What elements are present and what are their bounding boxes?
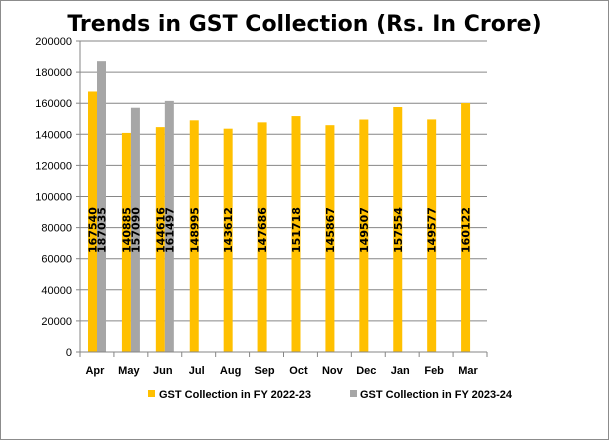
bar-fy2022-23 (359, 119, 369, 352)
x-category-label: Oct (289, 365, 308, 377)
y-tick-label: 40000 (41, 285, 72, 297)
bar-fy2022-23 (121, 132, 131, 352)
gridlines (80, 40, 487, 322)
legend: GST Collection in FY 2022-23 GST Collect… (148, 389, 513, 401)
y-tick-label: 100000 (35, 192, 72, 204)
x-category-label: Jun (153, 365, 173, 377)
data-label: 157554 (392, 207, 405, 253)
bar-fy2022-23 (257, 122, 267, 352)
x-category-label: Nov (322, 365, 344, 377)
bar-fy2022-23 (291, 116, 301, 352)
x-category-label: Feb (424, 365, 444, 377)
bar-fy2022-23 (393, 107, 403, 352)
y-tick-label: 200000 (35, 36, 72, 48)
data-label: 145867 (324, 207, 337, 253)
y-tick-label: 60000 (41, 254, 72, 266)
y-tick-label: 20000 (41, 316, 72, 328)
bar-fy2023-24 (130, 107, 140, 352)
x-axis-categories: Apr May Jun Jul Aug Sep Oct Nov Dec Jan Feb Mar (79, 352, 488, 377)
bars (88, 61, 471, 353)
x-category-label: Jan (391, 365, 410, 377)
bar-fy2023-24 (97, 61, 106, 352)
y-axis-ticks: 0 20000 40000 60000 80000 100000 120000 140000 1… (35, 36, 80, 359)
chart-title: Trends in GST Collection (Rs. In Crore) (67, 12, 542, 37)
bar-fy2022-23 (461, 103, 471, 353)
y-tick-label: 0 (66, 347, 72, 359)
bar-fy2023-24 (164, 100, 174, 352)
bar-fy2022-23 (427, 119, 437, 352)
y-tick-label: 80000 (41, 223, 72, 235)
data-label: 151718 (290, 207, 303, 253)
data-label: 147686 (256, 207, 269, 253)
bar-fy2022-23 (155, 127, 165, 352)
data-label: 140885 (120, 207, 133, 253)
bar-fy2022-23 (223, 128, 233, 352)
data-label: 157090 (129, 207, 142, 253)
legend-label-fy2023-24: GST Collection in FY 2023-24 (360, 389, 513, 401)
data-label: 144616 (154, 207, 167, 253)
data-label: 161497 (163, 207, 176, 253)
x-category-label: Apr (85, 365, 105, 377)
data-label: 160122 (460, 207, 473, 253)
x-category-label: Jul (189, 365, 205, 377)
x-category-label: Sep (254, 365, 274, 377)
x-category-label: May (118, 365, 140, 377)
bar-fy2022-23 (325, 125, 335, 352)
data-label: 149577 (426, 207, 439, 253)
y-tick-label: 140000 (35, 129, 72, 141)
legend-swatch-fy2022-23 (148, 390, 155, 397)
bar-fy2022-23 (88, 91, 97, 352)
y-tick-label: 180000 (35, 67, 72, 79)
y-tick-label: 160000 (35, 98, 72, 110)
data-label: 187035 (96, 207, 109, 253)
legend-swatch-fy2023-24 (350, 390, 357, 397)
bar-fy2022-23 (189, 120, 199, 352)
x-category-label: Aug (220, 365, 241, 377)
data-label: 167540 (87, 207, 100, 253)
x-category-label: Mar (458, 365, 478, 377)
x-category-label: Dec (356, 365, 376, 377)
y-tick-label: 120000 (35, 160, 72, 172)
data-label: 143612 (222, 207, 235, 253)
data-label: 149507 (358, 207, 371, 253)
data-label: 148995 (188, 207, 201, 253)
legend-label-fy2022-23: GST Collection in FY 2022-23 (159, 389, 311, 401)
